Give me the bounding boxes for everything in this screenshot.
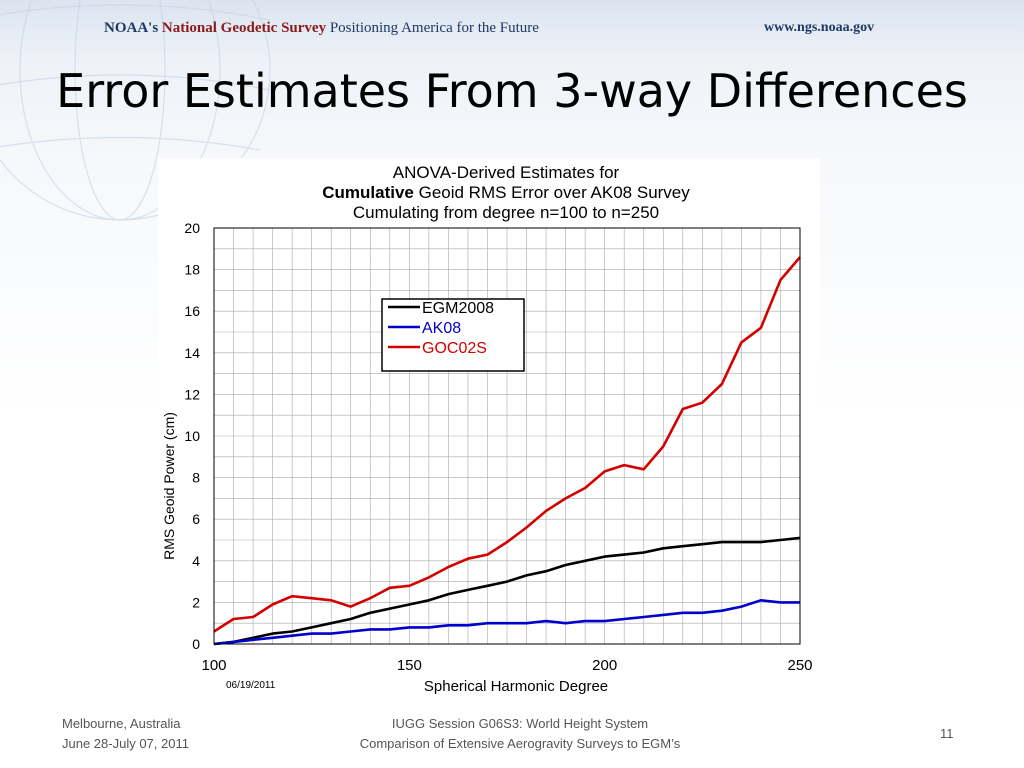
legend-label: EGM2008 <box>422 300 494 317</box>
chart-panel: ANOVA-Derived Estimates for Cumulative G… <box>158 158 820 702</box>
y-tick-label: 2 <box>192 594 200 610</box>
header-url: www.ngs.noaa.gov <box>764 20 875 35</box>
chart-title-bold: Cumulative <box>322 183 414 202</box>
chart-title-line2-rest: Geoid RMS Error over AK08 Survey <box>414 183 690 202</box>
header-survey-name: National Geodetic Survey <box>161 20 327 36</box>
series-line-ak08 <box>213 598 800 646</box>
slide-title: Error Estimates From 3-way Differences <box>56 64 968 118</box>
x-tick-label: 250 <box>787 657 812 674</box>
legend-box <box>381 298 525 372</box>
y-tick-label: 18 <box>184 262 200 278</box>
y-tick-label: 10 <box>184 428 200 444</box>
footer-location: Melbourne, Australia <box>62 716 181 731</box>
y-tick-label: 0 <box>192 636 200 652</box>
footer-talk-title: Comparison of Extensive Aerogravity Surv… <box>359 736 681 751</box>
y-tick-label: 16 <box>184 303 200 319</box>
legend-label: GOC02S <box>422 340 487 357</box>
chart-date-stamp: 06/19/2011 <box>226 680 276 691</box>
header-org: NOAA's <box>104 20 159 36</box>
rms-error-chart: ANOVA-Derived Estimates for Cumulative G… <box>161 163 813 695</box>
series-line-egm2008 <box>213 536 801 646</box>
slide-number: 11 <box>940 726 954 741</box>
y-tick-label: 20 <box>184 220 200 236</box>
footer-dates: June 28-July 07, 2011 <box>62 736 189 751</box>
legend-label: AK08 <box>422 320 461 337</box>
x-tick-label: 200 <box>592 657 617 674</box>
y-axis-ticks: 0 2 4 6 8 10 12 14 16 18 20 <box>184 220 200 652</box>
chart-title-line2: Cumulative Geoid RMS Error over AK08 Sur… <box>322 183 690 202</box>
chart-series <box>213 256 801 646</box>
x-axis-label: Spherical Harmonic Degree <box>424 678 608 695</box>
y-tick-label: 8 <box>192 470 200 486</box>
chart-legend: EGM2008 AK08 GOC02S <box>381 298 525 372</box>
chart-title-line3: Cumulating from degree n=100 to n=250 <box>353 203 659 222</box>
y-tick-label: 6 <box>192 511 200 527</box>
footer-session: IUGG Session G06S3: World Height System <box>391 716 649 731</box>
x-tick-label: 150 <box>397 657 422 674</box>
chart-title-line1: ANOVA-Derived Estimates for <box>393 163 620 182</box>
y-axis-label: RMS Geoid Power (cm) <box>161 412 177 560</box>
y-tick-label: 4 <box>192 553 200 569</box>
slide-header: NOAA's National Geodetic Survey Position… <box>0 0 1024 56</box>
footer-session-block: IUGG Session G06S3: World Height System … <box>300 714 740 754</box>
plot-frame <box>213 227 801 645</box>
y-tick-label: 14 <box>184 345 200 361</box>
y-tick-label: 12 <box>184 386 200 402</box>
header-tagline: Positioning America for the Future <box>329 20 539 36</box>
footer-location-block: Melbourne, Australia June 28-July 07, 20… <box>62 714 189 754</box>
series-line-goc02s <box>213 256 801 633</box>
header-branding: NOAA's National Geodetic Survey Position… <box>104 20 539 37</box>
x-tick-label: 100 <box>201 657 226 674</box>
x-axis-ticks: 100 150 200 250 <box>201 657 812 674</box>
